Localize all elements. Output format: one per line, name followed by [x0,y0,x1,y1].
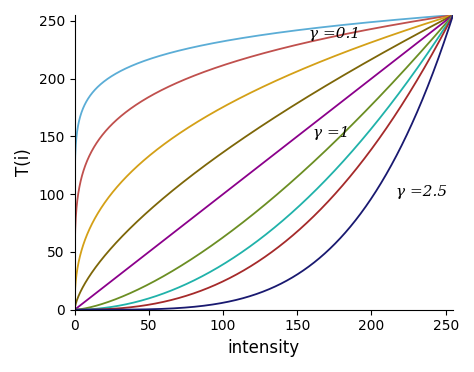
Text: γ =1: γ =1 [313,126,349,140]
Text: γ =2.5: γ =2.5 [396,185,447,199]
Y-axis label: T(i): T(i) [15,148,33,176]
X-axis label: intensity: intensity [228,339,300,357]
Text: γ =0.1: γ =0.1 [309,27,360,41]
